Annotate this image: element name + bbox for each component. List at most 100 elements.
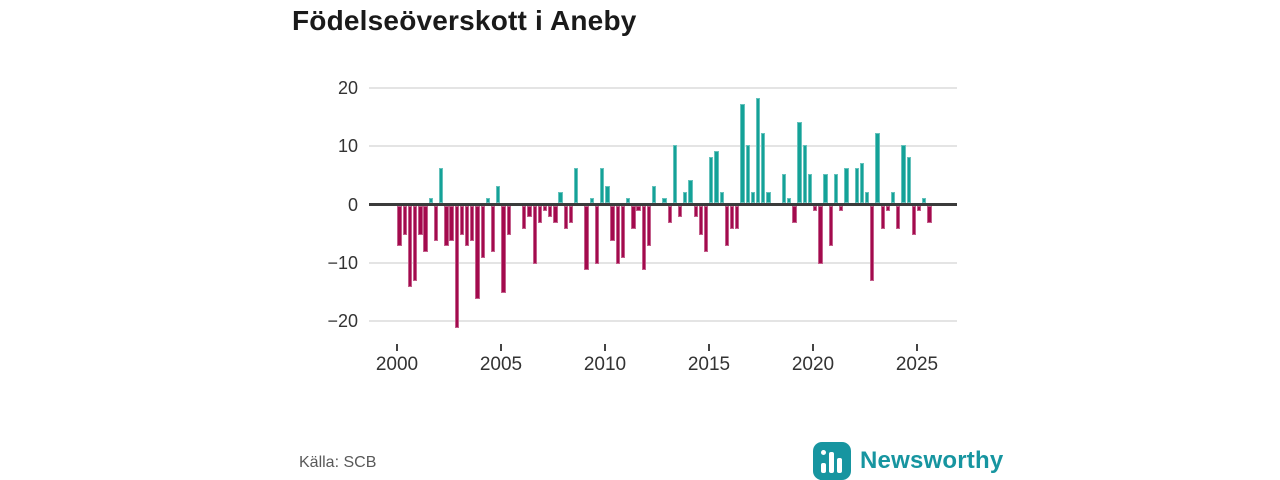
bar-2015Q1 [709,156,714,204]
bar-2024Q1 [896,205,901,229]
bar-2014Q4 [703,205,709,253]
x-tick-2000 [396,344,398,351]
bar-2003Q4 [475,205,480,299]
bar-2014Q2 [693,205,698,218]
bar-2016Q2 [735,205,740,229]
bar-2019Q1 [792,205,797,223]
bar-2019Q3 [802,145,807,204]
bar-2001Q2 [423,205,428,253]
x-tick-2025 [916,344,918,351]
bar-2021Q1 [833,174,839,204]
bar-2000Q3 [407,205,413,288]
bar-2008Q3 [574,168,579,204]
bar-2012Q4 [662,197,667,204]
x-tick-label-2020: 2020 [791,354,835,375]
bar-2015Q3 [719,191,724,204]
bar-2000Q2 [402,205,407,235]
bar-2006Q2 [527,205,532,218]
bar-2023Q3 [885,205,891,212]
brand-wordmark: Newsworthy [860,447,1004,474]
bar-2011Q4 [641,205,646,270]
bar-2005Q1 [501,205,506,294]
bar-2002Q3 [449,205,454,241]
bar-2003Q1 [459,205,465,235]
bar-2001Q1 [418,205,423,235]
bar-2003Q2 [464,205,470,247]
bar-2011Q1 [626,197,631,204]
bar-2006Q1 [522,205,527,229]
bar-2009Q4 [600,168,605,204]
bar-2008Q2 [568,205,574,223]
bar-2023Q1 [875,133,880,204]
y-tick-label-10: 10 [337,136,358,156]
chart-title: Födelseöverskott i Aneby [292,5,637,36]
bar-2024Q2 [901,145,906,204]
bar-2022Q1 [854,168,859,204]
x-tick-label-2025: 2025 [895,354,939,375]
bar-2022Q4 [870,205,875,282]
bar-2020Q4 [828,205,833,247]
bar-2014Q1 [688,180,693,204]
bar-2013Q4 [683,191,688,204]
bar-2009Q2 [589,197,594,204]
bar-2024Q3 [906,156,911,204]
source-note: Källa: SCB [299,454,377,471]
logo-bar-icon [829,452,834,473]
logo-speech-tail [816,476,827,480]
y-tick-label-neg10: −10 [327,253,358,273]
bar-2020Q2 [818,205,823,264]
bar-2025Q3 [927,205,932,223]
bar-2019Q4 [807,174,813,204]
bar-2023Q4 [890,191,896,204]
x-tick-2015 [708,344,710,351]
bar-2024Q4 [911,205,917,235]
bar-2011Q2 [631,205,636,229]
x-tick-label-2005: 2005 [479,354,523,375]
bar-2020Q1 [813,205,818,212]
bar-2010Q1 [605,185,610,204]
bar-2010Q4 [620,205,626,258]
bar-2007Q1 [542,205,548,212]
x-tick-2020 [812,344,814,351]
bar-2000Q1 [397,205,402,247]
logo-bar-icon [837,458,842,473]
bar-2001Q4 [433,205,439,241]
x-tick-2005 [500,344,502,351]
bar-2004Q1 [480,205,485,258]
bar-2005Q2 [506,205,511,235]
bar-2011Q3 [636,205,641,212]
bar-2007Q2 [548,205,553,218]
x-tick-label-2000: 2000 [375,354,419,375]
bar-2013Q1 [667,205,672,223]
zero-line [369,203,957,206]
bar-2002Q4 [454,205,459,329]
bar-2025Q2 [922,197,927,204]
bar-2002Q2 [444,205,449,247]
bar-2006Q4 [537,205,542,223]
gridline-10 [369,145,957,147]
x-tick-2010 [604,344,606,351]
bar-2025Q1 [916,205,922,212]
bar-2017Q4 [766,191,771,204]
bar-2004Q4 [496,185,501,204]
bar-2019Q2 [797,121,802,204]
branding: Newsworthy [813,442,1003,480]
bar-2013Q2 [672,145,678,204]
bar-2021Q2 [839,205,844,212]
bar-2018Q3 [781,174,787,204]
bar-2004Q3 [490,205,496,253]
bar-2007Q3 [553,205,558,223]
logo-bar-icon [821,463,826,473]
bar-2012Q1 [646,205,652,247]
bar-2015Q2 [714,150,719,204]
bar-2010Q3 [615,205,620,264]
bar-2016Q4 [745,145,750,204]
bar-2022Q3 [865,191,870,204]
bar-2013Q3 [677,205,683,218]
logo-dot [821,450,826,455]
y-tick-label-20: 20 [337,78,358,98]
bar-2017Q3 [761,133,766,204]
bar-2015Q4 [724,205,730,247]
